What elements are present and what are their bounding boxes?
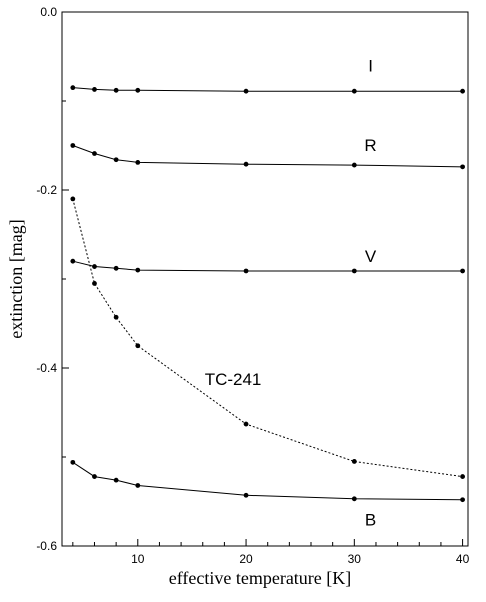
axis-ticks: 10 20 30 40 0.0 -0.2 -0.4 -0.6 — [36, 5, 469, 566]
y-tick-label: -0.4 — [36, 361, 57, 375]
series-label-b: B — [365, 511, 376, 530]
data-point-v — [351, 268, 357, 274]
series-label-v: V — [365, 247, 377, 266]
data-point-r — [243, 161, 249, 167]
data-point-r — [135, 160, 141, 165]
data-point-i — [92, 87, 97, 92]
data-point-b — [113, 477, 119, 483]
series-label-tc-241: TC-241 — [205, 370, 262, 389]
data-point-tc-241 — [460, 474, 465, 479]
data-point-b — [70, 459, 76, 465]
data-point-tc-241 — [243, 421, 249, 427]
y-tick-label: -0.2 — [36, 183, 57, 197]
data-point-tc-241 — [70, 196, 76, 202]
series-line-tc-241 — [72, 198, 463, 478]
series-label-i: I — [368, 57, 373, 76]
data-point-i — [351, 88, 357, 94]
data-point-b — [135, 483, 141, 488]
data-point-b — [92, 474, 97, 479]
series-line-v — [72, 260, 463, 272]
data-point-r — [460, 164, 465, 170]
series-labels: I R V TC-241 B — [205, 57, 377, 530]
data-point-i — [70, 85, 76, 91]
data-point-tc-241 — [113, 314, 119, 320]
data-point-v — [460, 268, 465, 274]
data-point-r — [351, 162, 357, 168]
data-point-r — [113, 157, 119, 163]
series-line-r — [72, 145, 463, 168]
data-point-r — [70, 143, 76, 148]
x-tick-label: 20 — [239, 552, 253, 566]
data-point-v — [113, 265, 119, 271]
series-line-i — [72, 87, 463, 92]
series-points — [70, 85, 465, 503]
data-point-tc-241 — [92, 281, 97, 286]
series-label-r: R — [364, 136, 376, 155]
x-tick-label: 30 — [348, 552, 362, 566]
series-line-b — [72, 461, 463, 501]
series-lines — [72, 87, 463, 501]
data-point-tc-241 — [135, 343, 141, 349]
y-tick-label: -0.6 — [36, 539, 57, 553]
data-point-v — [92, 264, 97, 269]
data-point-r — [92, 151, 97, 156]
data-point-i — [243, 88, 249, 94]
x-axis-title: effective temperature [K] — [169, 568, 352, 588]
data-point-v — [70, 258, 76, 264]
data-point-tc-241 — [351, 459, 357, 464]
y-axis-title: extinction [mag] — [6, 219, 26, 338]
data-point-v — [243, 268, 249, 274]
data-point-b — [351, 496, 357, 502]
data-point-i — [135, 87, 141, 93]
data-point-b — [460, 497, 465, 503]
data-point-i — [113, 87, 119, 93]
data-point-v — [135, 267, 141, 273]
data-point-i — [460, 88, 465, 94]
x-tick-label: 40 — [456, 552, 470, 566]
x-tick-label: 10 — [131, 552, 145, 566]
y-tick-label: 0.0 — [40, 5, 57, 19]
plot-frame — [61, 11, 469, 547]
data-point-b — [243, 492, 249, 498]
